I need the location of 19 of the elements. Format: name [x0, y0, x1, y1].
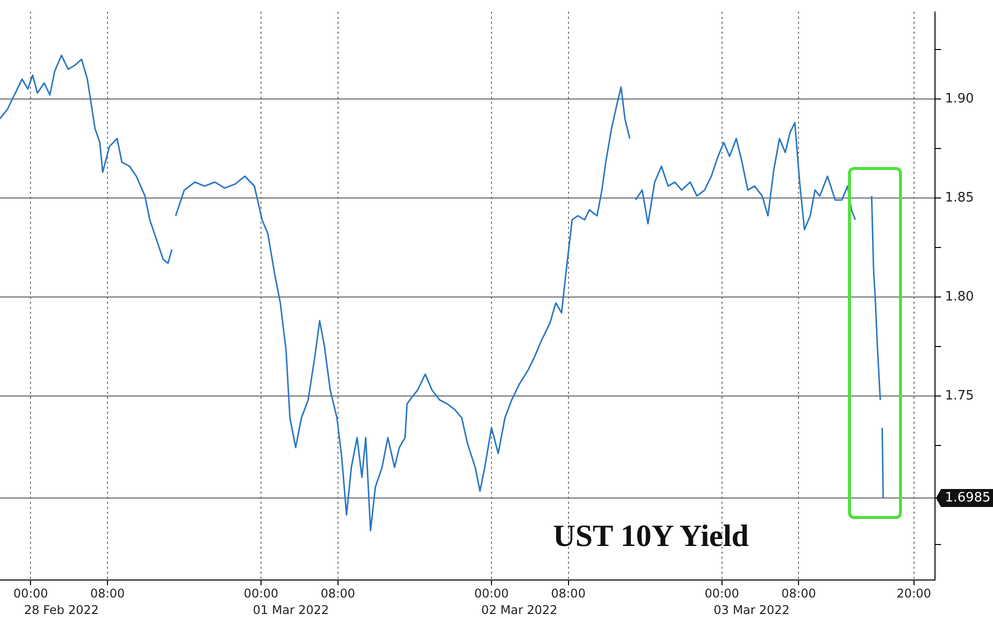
x2-tick-label: 03 Mar 2022	[714, 602, 790, 617]
text: UST 10Y Yield	[553, 518, 749, 554]
x-tick-label: 20:00	[896, 586, 932, 601]
y-tick-label: 1.6985	[945, 490, 990, 506]
x-tick-label: 00:00	[244, 586, 278, 601]
x-tick-label: 00:00	[704, 586, 740, 601]
x2-tick-label: 28 Feb 2022	[24, 602, 99, 617]
x-tick-label: 00:00	[13, 586, 48, 601]
y-tick-label: 1.90	[945, 91, 974, 106]
x-tick-label: 00:00	[474, 586, 509, 601]
x2-tick-label: 02 Mar 2022	[481, 602, 558, 617]
x-tick-label: 08:00	[320, 586, 356, 601]
x-tick-label: 08:00	[90, 586, 125, 601]
x-tick-label: 08:00	[781, 586, 816, 601]
y-tick-label: 1.85	[945, 190, 974, 206]
y-tick-label: 1.80	[945, 289, 974, 304]
y-tick-label: 1.75	[945, 388, 974, 404]
x2-tick-label: 01 Mar 2022	[252, 602, 329, 617]
x-tick-label: 08:00	[551, 586, 586, 601]
